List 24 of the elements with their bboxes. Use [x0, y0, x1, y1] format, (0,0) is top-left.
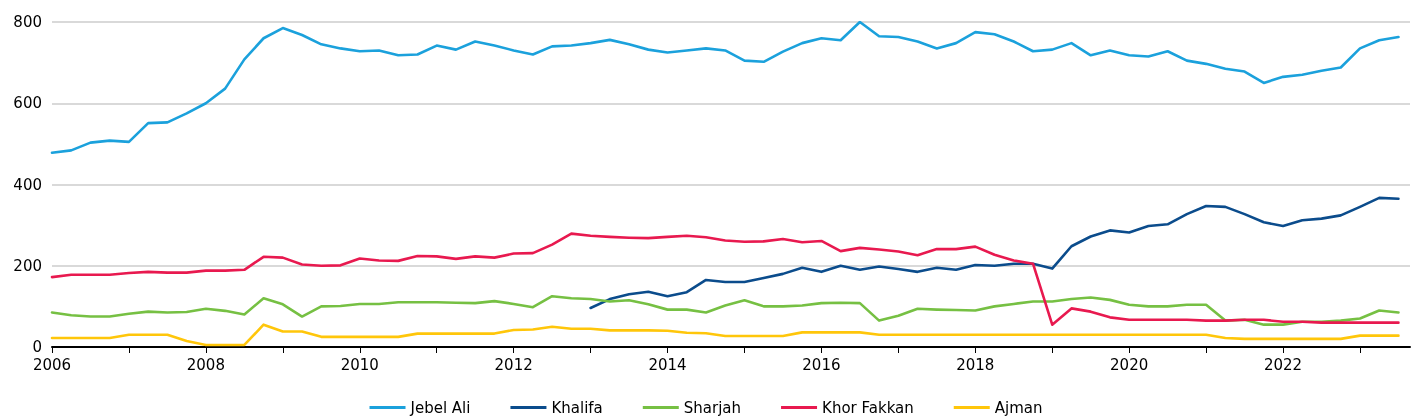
x-tick-label: 2006 — [32, 355, 72, 374]
x-tick-label: 2010 — [340, 355, 379, 374]
x-tick-label: 2022 — [1263, 355, 1303, 374]
x-tick-label: 2014 — [648, 355, 687, 374]
x-tick-label: 2008 — [186, 355, 225, 374]
legend-label: Ajman — [994, 398, 1043, 417]
legend-label: Khor Fakkan — [822, 398, 914, 417]
legend-label: Sharjah — [683, 398, 742, 417]
line-series — [50, 20, 1400, 155]
line-series — [50, 323, 1400, 347]
legend-label: Khalifa — [551, 398, 603, 417]
x-tick-label: 2016 — [802, 355, 841, 374]
line-series — [50, 232, 1400, 326]
x-tick-label: 2012 — [494, 355, 533, 374]
x-tick-label: 2018 — [956, 355, 995, 374]
line-series — [50, 294, 1400, 326]
x-tick-label: 2020 — [1110, 355, 1149, 374]
y-tick-label: 0 — [32, 338, 42, 356]
y-tick-label: 800 — [13, 13, 42, 31]
legend-label: Jebel Ali — [409, 398, 471, 417]
y-tick-label: 200 — [13, 256, 42, 275]
y-tick-label: 400 — [13, 175, 42, 194]
y-tick-label: 600 — [13, 94, 42, 113]
line-series — [589, 196, 1400, 310]
